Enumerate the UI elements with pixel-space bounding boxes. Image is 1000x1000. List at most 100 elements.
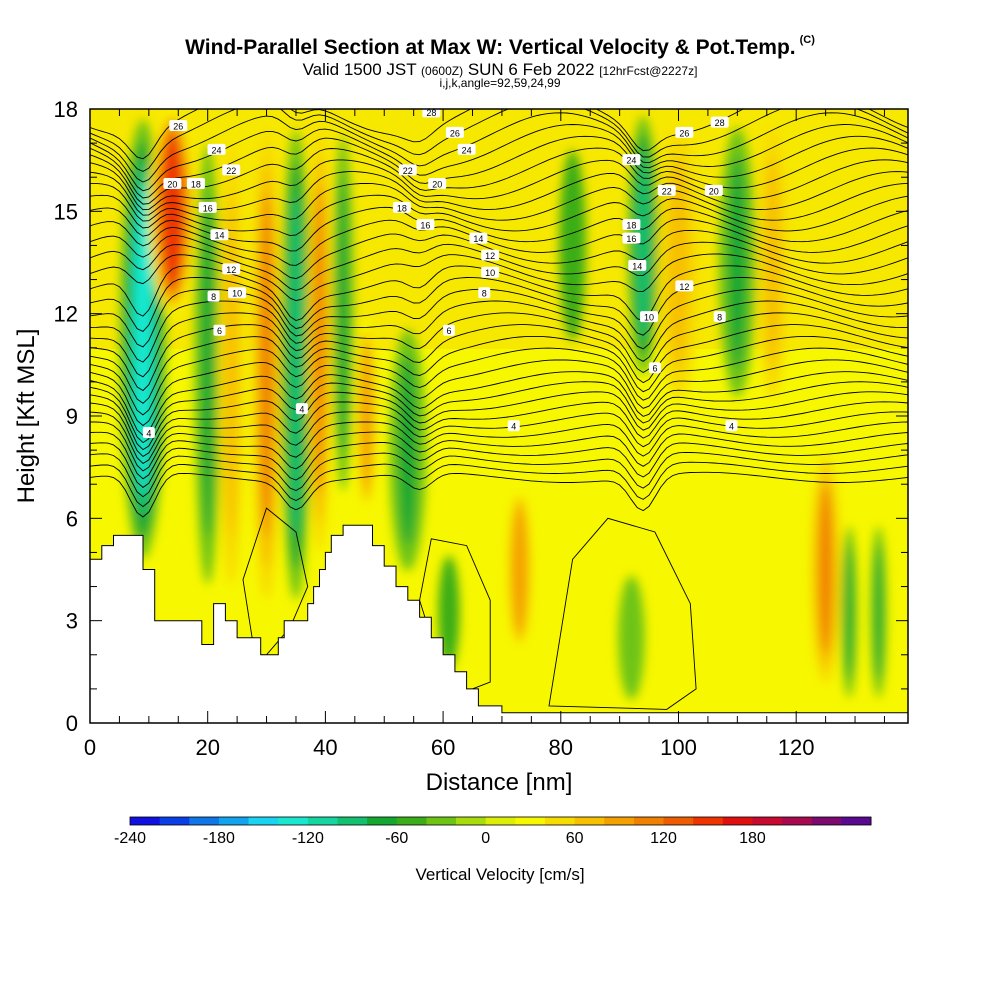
colorbar-swatch [485, 817, 516, 825]
contour-label: 4 [299, 405, 304, 415]
contour-label-bg [657, 184, 676, 196]
colorbar-tick-label: 0 [481, 830, 490, 847]
colorbar-swatch [515, 817, 546, 825]
velocity-column-20-layer-1 [618, 575, 645, 700]
contour-label-bg [622, 232, 641, 244]
section-indices: i,j,k,angle=92,59,24,99 [439, 76, 561, 90]
theta-contour-13 [90, 335, 908, 404]
theta-contour-23 [90, 218, 908, 266]
colorbar-swatch [218, 817, 250, 825]
colorbar-swatch [189, 817, 220, 825]
colorbar-swatch [307, 817, 338, 825]
colorbar-tick-label: 60 [566, 830, 584, 847]
contour-label: 18 [397, 203, 407, 213]
theta-contour-14 [90, 324, 908, 392]
velocity-column-10-layer-3 [512, 507, 527, 632]
colorbar-tick-label: -240 [114, 830, 146, 847]
contour-label: 6 [652, 364, 657, 374]
x-axis: 0 20 40 60 80 100 120 [84, 109, 885, 760]
y-tick-label: 3 [66, 609, 78, 634]
colorbar-swatch [426, 817, 457, 825]
contour-label-bg [198, 201, 217, 213]
velocity-column-7-layer-2 [337, 174, 349, 454]
velocity-column-12-layer-3 [636, 150, 650, 341]
colorbar-swatch [663, 817, 694, 825]
contour-label-bg [622, 218, 641, 230]
theta-contour-5 [90, 421, 908, 472]
contour-label: 16 [420, 220, 430, 230]
terrain-mask [90, 524, 908, 723]
theta-contour-28 [90, 159, 908, 211]
colorbar-tick-label: 180 [739, 830, 766, 847]
velocity-column-18-layer-2 [874, 544, 883, 680]
theta-contour-1 [90, 461, 908, 508]
contour-label: 20 [167, 180, 177, 190]
contour-label: 26 [450, 128, 460, 138]
theta-contour-11 [90, 359, 908, 427]
theta-contour-17 [90, 288, 908, 350]
theta-contour-10 [90, 371, 908, 436]
contour-label-bg [713, 311, 726, 323]
velocity-column-9-layer-2 [398, 354, 418, 546]
contour-label-bg [704, 184, 723, 196]
x-tick-label: 100 [660, 735, 697, 760]
contour-label-bg [622, 154, 641, 166]
theta-contour-4 [90, 431, 908, 480]
contour-label-bg [222, 164, 241, 176]
x-tick-label: 120 [778, 735, 815, 760]
contour-label: 24 [462, 145, 472, 155]
theta-contour-15 [90, 312, 908, 378]
contour-label: 26 [679, 128, 689, 138]
zero-contour-2 [548, 517, 697, 710]
potential-temperature-contours [90, 109, 908, 518]
contour-label-bg [675, 126, 694, 138]
theta-contour-31 [90, 124, 908, 192]
y-axis: 0 3 6 9 12 15 18 [54, 97, 908, 736]
theta-contour-27 [90, 171, 908, 216]
contour-label: 20 [432, 180, 442, 190]
contour-label: 14 [473, 234, 483, 244]
contour-label: 4 [729, 422, 734, 432]
contour-label: 10 [232, 289, 242, 299]
contour-label-bg [481, 249, 500, 261]
colorbar: -240 -180 -120 -60 0 60 120 180 [114, 816, 872, 847]
theta-contour-32 [90, 112, 908, 183]
contour-label-bg [478, 287, 491, 299]
colorbar-swatch [248, 817, 279, 825]
theta-contour-2 [90, 451, 908, 498]
contour-label: 16 [626, 234, 636, 244]
colorbar-swatch [159, 817, 190, 825]
contour-label-bg [469, 232, 488, 244]
contour-label: 12 [485, 251, 495, 261]
y-tick-label: 6 [66, 506, 78, 531]
contour-label: 12 [226, 265, 236, 275]
colorbar-swatch [574, 817, 605, 825]
contour-label: 4 [146, 429, 151, 439]
y-tick-label: 0 [66, 711, 78, 736]
contour-label-bg [228, 287, 247, 299]
theta-contour-3 [90, 442, 908, 488]
colorbar-swatch [367, 817, 398, 825]
contour-label-bg [210, 229, 229, 241]
valid-time-prefix: Valid 1500 JST [302, 60, 417, 79]
y-axis-title: Height [Kft MSL] [13, 329, 40, 504]
contour-label-bg [207, 143, 226, 155]
contour-label: 8 [482, 289, 487, 299]
y-tick-label: 9 [66, 404, 78, 429]
colorbar-swatch [841, 817, 872, 825]
contour-label-bg [710, 116, 729, 128]
colorbar-swatch [130, 817, 161, 825]
contour-label-bg [222, 263, 241, 275]
chart-title-text: Wind-Parallel Section at Max W: Vertical… [185, 36, 796, 59]
x-tick-label: 40 [313, 735, 337, 760]
colorbar-frame [129, 816, 872, 826]
velocity-column-2-layer-2 [201, 192, 215, 538]
colorbar-swatch [693, 817, 724, 825]
x-tick-label: 60 [431, 735, 455, 760]
contour-label-bg [416, 218, 435, 230]
contour-label-bg [207, 290, 220, 302]
valid-date: SUN 6 Feb 2022 [467, 60, 595, 79]
colorbar-swatch [752, 817, 783, 825]
